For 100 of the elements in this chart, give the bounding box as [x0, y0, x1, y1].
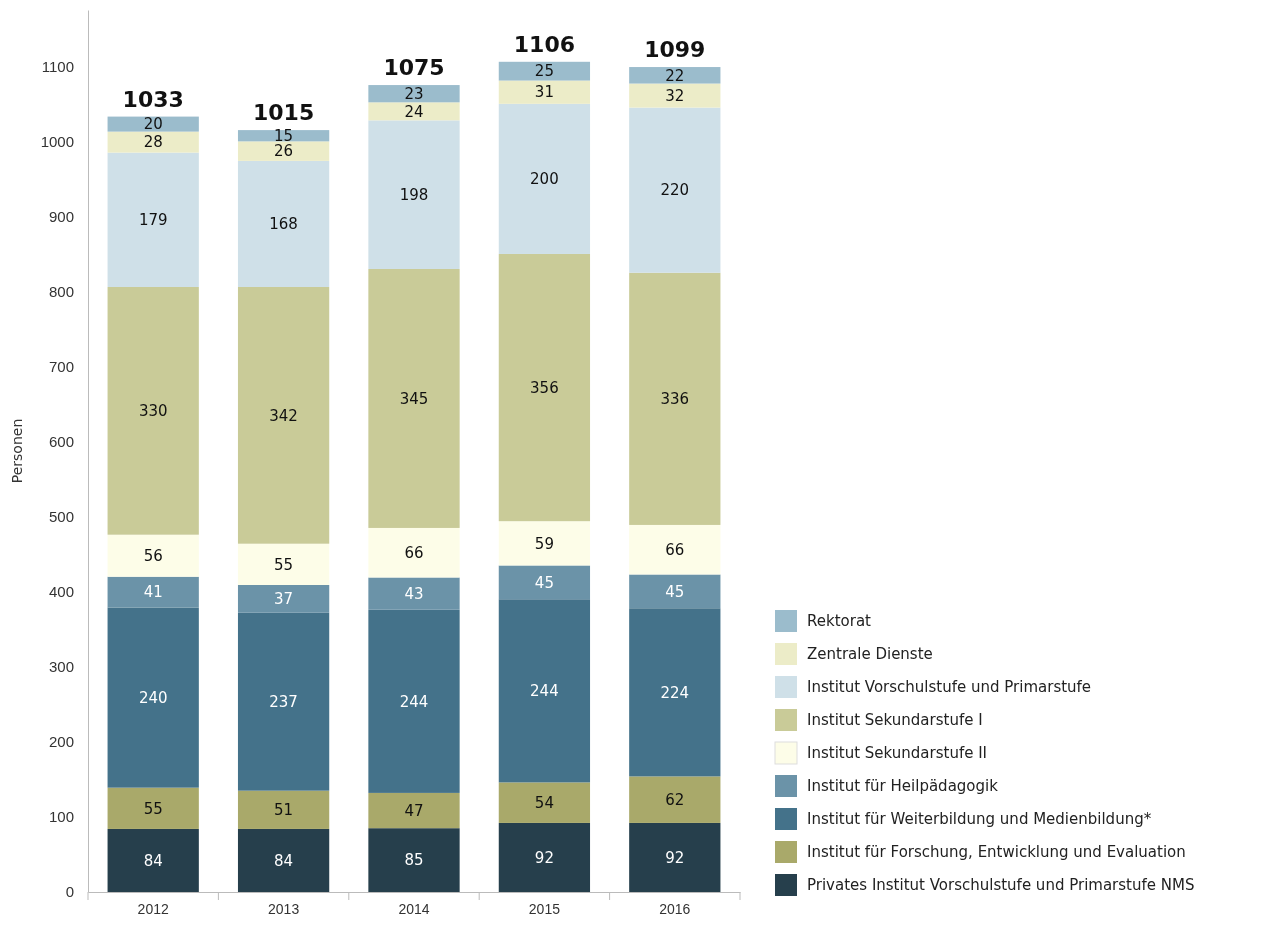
bar: [237, 828, 330, 892]
data-label: 224: [660, 683, 690, 702]
bar: [107, 286, 199, 535]
bar: [629, 67, 721, 84]
bar: [368, 85, 460, 103]
bar: [629, 524, 721, 575]
bar: [237, 543, 330, 585]
y-tick-label: 700: [48, 357, 74, 375]
data-label: 15: [274, 126, 294, 145]
bar: [368, 102, 460, 121]
data-label: 330: [138, 402, 168, 421]
legend-label: Institut für Heilpädagogik: [807, 777, 999, 796]
y-tick-label: 1000: [40, 132, 74, 150]
bar: [368, 792, 460, 829]
legend-label: Rektorat: [807, 612, 872, 631]
bar: [368, 828, 460, 892]
data-label: 220: [660, 181, 690, 200]
data-label: 56: [143, 546, 163, 565]
data-label: 200: [530, 170, 559, 189]
data-label: 244: [530, 682, 559, 701]
data-label: 345: [399, 389, 429, 408]
bar: [498, 253, 591, 522]
y-tick-label: 900: [48, 207, 74, 225]
bar: [237, 790, 330, 829]
data-label: 24: [404, 102, 424, 121]
bar: [498, 565, 591, 600]
bar: [237, 286, 330, 544]
total-label: 1015: [252, 100, 315, 126]
bar: [107, 131, 199, 153]
legend-label: Institut für Weiterbildung und Medienbildung*: [807, 810, 1152, 829]
y-tick-label: 100: [48, 808, 74, 826]
bar: [498, 822, 591, 892]
bar: [498, 599, 591, 783]
data-label: 240: [138, 688, 168, 707]
x-tick-label: 2013: [268, 900, 300, 917]
bar: [498, 103, 591, 254]
data-label: 51: [274, 801, 294, 820]
x-tick-label: 2015: [528, 900, 561, 917]
data-label: 32: [665, 86, 685, 105]
bar: [107, 607, 199, 788]
bar: [368, 120, 460, 269]
bar: [368, 577, 460, 610]
bar: [498, 80, 591, 104]
data-label: 55: [143, 799, 163, 818]
bar: [107, 828, 199, 892]
data-label: 59: [534, 534, 554, 553]
bar: [368, 268, 460, 528]
bar: [237, 141, 330, 161]
bar: [629, 107, 721, 273]
data-label: 25: [534, 62, 554, 81]
data-label: 45: [534, 573, 554, 592]
data-label: 66: [404, 543, 424, 562]
bar: [498, 521, 591, 566]
y-tick-label: 500: [48, 507, 74, 525]
bar: [107, 116, 199, 132]
data-label: 356: [530, 378, 559, 397]
legend-label: Institut für Forschung, Entwicklung und Evaluation: [807, 843, 1186, 862]
bar: [107, 576, 199, 608]
data-label: 37: [274, 590, 294, 609]
legend-label: Institut Sekundarstufe II: [807, 744, 988, 763]
data-label: 168: [269, 215, 298, 234]
legend-label: Privates Institut Vorschulstufe und Primarstufe NMS: [807, 876, 1195, 895]
bar: [629, 574, 721, 609]
y-tick-label: 200: [48, 733, 74, 751]
bar: [237, 584, 330, 613]
bar: [629, 822, 721, 892]
data-label: 26: [274, 142, 294, 161]
y-tick-label: 600: [48, 432, 74, 450]
total-label: 1106: [513, 31, 576, 57]
x-tick-label: 2016: [659, 900, 691, 917]
x-tick-label: 2012: [137, 900, 169, 917]
data-label: 92: [534, 848, 554, 867]
bar: [107, 152, 199, 287]
bar: [237, 612, 330, 791]
y-tick-label: 0: [65, 883, 74, 901]
data-label: 84: [143, 851, 163, 870]
data-label: 244: [399, 692, 429, 711]
legend-label: Zentrale Dienste: [807, 645, 933, 664]
data-label: 62: [665, 790, 685, 809]
bar: [629, 83, 721, 108]
data-label: 47: [404, 801, 424, 820]
y-tick-label: 1100: [41, 57, 74, 75]
legend-label: Institut Sekundarstufe I: [807, 711, 983, 730]
y-tick-label: 400: [48, 583, 74, 601]
total-label: 1075: [383, 55, 445, 81]
data-label: 84: [274, 851, 294, 870]
bar: [237, 160, 330, 287]
data-label: 336: [660, 390, 690, 409]
bar: [629, 776, 721, 823]
bar: [629, 608, 721, 777]
data-label: 31: [534, 83, 554, 102]
data-label: 66: [665, 540, 685, 559]
total-label: 1033: [122, 86, 184, 112]
bar: [368, 527, 460, 578]
data-label: 198: [399, 185, 429, 204]
data-label: 43: [404, 584, 424, 603]
data-label: 22: [665, 66, 685, 85]
data-label: 45: [665, 582, 685, 601]
data-label: 55: [274, 555, 294, 574]
data-label: 54: [534, 793, 554, 812]
